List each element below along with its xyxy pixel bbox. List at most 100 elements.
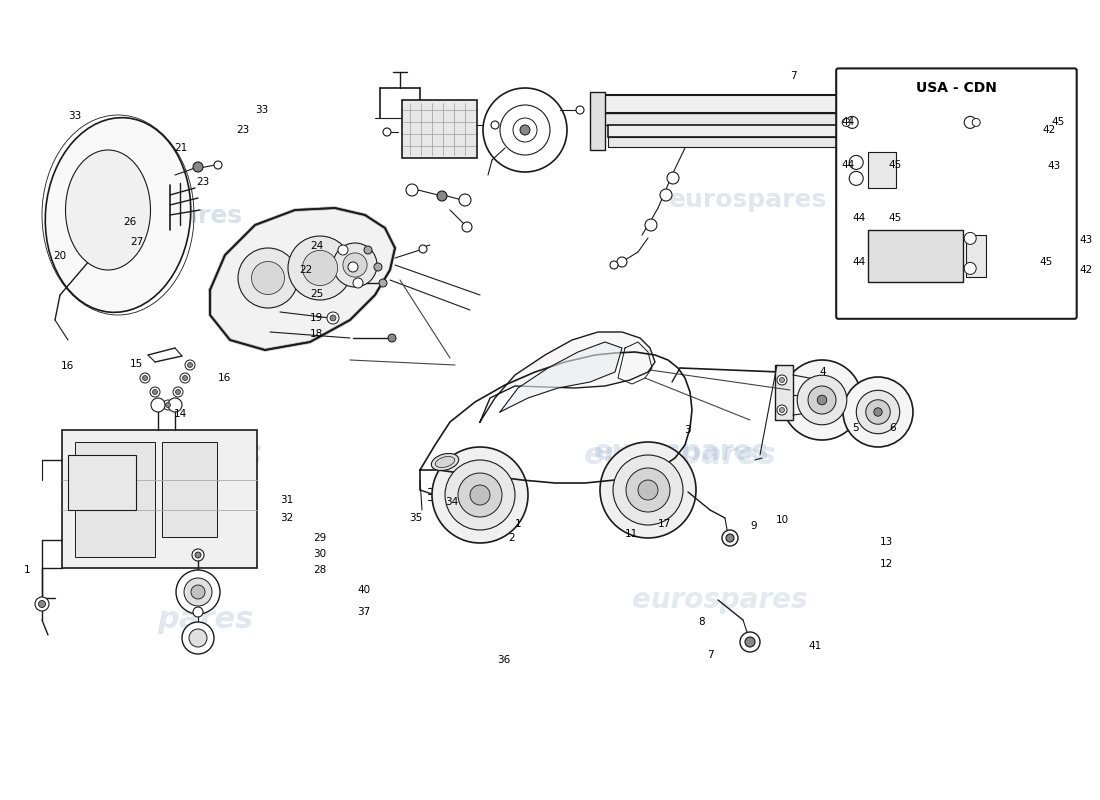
- Bar: [75, 442, 155, 557]
- Circle shape: [617, 257, 627, 267]
- Text: 16: 16: [218, 373, 231, 382]
- Bar: [888, 95, 907, 150]
- Circle shape: [470, 485, 490, 505]
- Ellipse shape: [431, 454, 459, 470]
- Circle shape: [808, 386, 836, 414]
- Circle shape: [817, 395, 827, 405]
- Text: eurospares: eurospares: [669, 188, 827, 212]
- Text: 24: 24: [310, 242, 323, 251]
- Circle shape: [726, 534, 734, 542]
- Text: 28: 28: [314, 566, 327, 575]
- Text: 44: 44: [842, 118, 855, 127]
- Text: 32: 32: [280, 514, 294, 523]
- Circle shape: [446, 460, 515, 530]
- Circle shape: [777, 405, 786, 415]
- Circle shape: [419, 245, 427, 253]
- Ellipse shape: [66, 150, 151, 270]
- Text: 45: 45: [888, 160, 902, 170]
- Circle shape: [165, 402, 170, 407]
- Polygon shape: [480, 332, 654, 422]
- Circle shape: [195, 552, 201, 558]
- Bar: [966, 235, 987, 278]
- Circle shape: [638, 480, 658, 500]
- Circle shape: [35, 597, 50, 611]
- Text: 42: 42: [1043, 125, 1056, 134]
- Text: 23: 23: [196, 178, 209, 187]
- Circle shape: [163, 400, 173, 410]
- Circle shape: [353, 278, 363, 288]
- Bar: [162, 442, 217, 537]
- Circle shape: [176, 390, 180, 394]
- Circle shape: [660, 189, 672, 201]
- Text: 33: 33: [255, 106, 268, 115]
- Circle shape: [192, 607, 204, 617]
- Text: eurospares: eurospares: [632, 586, 807, 614]
- Circle shape: [873, 408, 882, 416]
- Circle shape: [613, 455, 683, 525]
- Circle shape: [965, 262, 976, 274]
- Circle shape: [745, 637, 755, 647]
- Circle shape: [626, 468, 670, 512]
- Polygon shape: [210, 208, 395, 350]
- Text: 35: 35: [409, 514, 422, 523]
- Text: 20: 20: [53, 251, 66, 261]
- Text: 19: 19: [310, 314, 323, 323]
- Text: 45: 45: [1040, 258, 1053, 267]
- Text: 44: 44: [842, 160, 855, 170]
- Circle shape: [462, 222, 472, 232]
- Circle shape: [238, 248, 298, 308]
- Text: 40: 40: [358, 586, 371, 595]
- Circle shape: [192, 549, 204, 561]
- Text: 17: 17: [658, 519, 671, 529]
- Text: 10: 10: [776, 515, 789, 525]
- Circle shape: [388, 334, 396, 342]
- Circle shape: [777, 375, 786, 385]
- Text: 5: 5: [852, 423, 859, 433]
- Text: 7: 7: [790, 71, 796, 81]
- Text: 12: 12: [880, 559, 893, 569]
- Text: eurospares: eurospares: [594, 438, 770, 466]
- Circle shape: [890, 173, 900, 183]
- Circle shape: [600, 442, 696, 538]
- Circle shape: [856, 390, 900, 434]
- Text: 33: 33: [68, 111, 81, 121]
- Circle shape: [740, 632, 760, 652]
- Circle shape: [780, 407, 784, 413]
- Circle shape: [348, 262, 358, 272]
- Circle shape: [965, 232, 976, 245]
- Text: 36: 36: [497, 655, 510, 665]
- Circle shape: [143, 375, 147, 381]
- Text: 31: 31: [280, 495, 294, 505]
- Circle shape: [483, 88, 566, 172]
- Circle shape: [722, 530, 738, 546]
- Text: 1: 1: [515, 519, 521, 529]
- Text: 43: 43: [1047, 162, 1060, 171]
- Ellipse shape: [436, 457, 454, 467]
- Circle shape: [843, 377, 913, 447]
- Circle shape: [437, 191, 447, 201]
- Bar: [62, 430, 257, 568]
- Circle shape: [972, 118, 980, 126]
- Text: pares: pares: [164, 204, 243, 228]
- Circle shape: [192, 162, 204, 172]
- Circle shape: [151, 398, 165, 412]
- Text: 26: 26: [123, 218, 136, 227]
- Circle shape: [333, 243, 377, 287]
- Text: 15: 15: [130, 359, 143, 369]
- Circle shape: [214, 161, 222, 169]
- Text: 29: 29: [314, 534, 327, 543]
- Circle shape: [330, 315, 336, 321]
- Bar: [868, 230, 964, 282]
- Text: 41: 41: [808, 642, 822, 651]
- Circle shape: [191, 585, 205, 599]
- Circle shape: [491, 121, 499, 129]
- Circle shape: [140, 373, 150, 383]
- Circle shape: [610, 261, 618, 269]
- Circle shape: [343, 253, 367, 277]
- Ellipse shape: [45, 118, 190, 312]
- FancyBboxPatch shape: [836, 68, 1077, 318]
- Circle shape: [965, 116, 976, 128]
- Circle shape: [383, 128, 390, 136]
- Circle shape: [513, 118, 537, 142]
- Text: 7: 7: [706, 650, 713, 660]
